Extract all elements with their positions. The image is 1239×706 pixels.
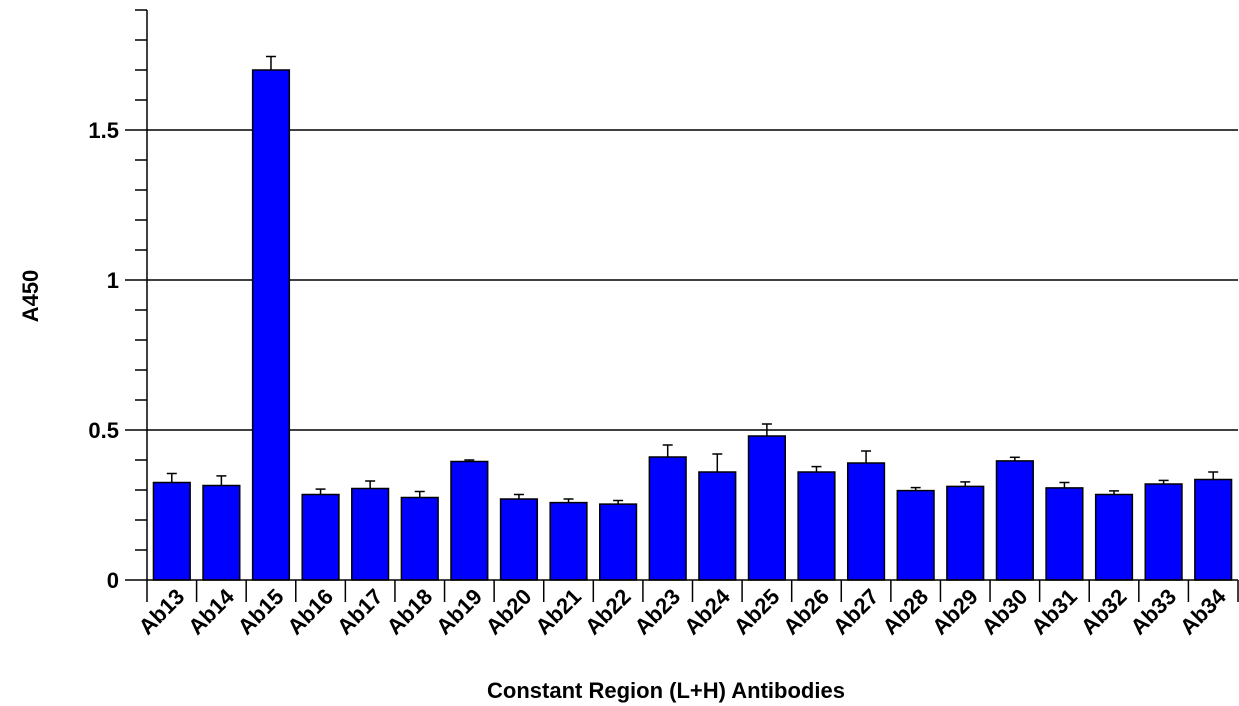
x-tick-label: Ab21 — [530, 584, 586, 640]
grid-lines — [147, 129, 1238, 431]
x-tick-label: Ab22 — [580, 584, 636, 640]
x-axis-title: Constant Region (L+H) Antibodies — [487, 678, 845, 703]
bar — [698, 471, 737, 581]
bar — [599, 503, 638, 581]
x-tick-label: Ab26 — [778, 584, 834, 640]
bar — [202, 484, 241, 581]
bar — [1144, 483, 1183, 581]
bar — [499, 498, 539, 581]
bar — [152, 481, 191, 581]
bar — [1045, 487, 1084, 581]
bar — [946, 485, 985, 581]
y-tick-label: 1.5 — [88, 118, 119, 143]
bar — [450, 460, 489, 581]
x-tick-label: Ab23 — [630, 584, 686, 640]
bar — [301, 493, 340, 581]
x-tick-label: Ab15 — [233, 584, 289, 640]
bar — [846, 462, 886, 581]
bar — [1094, 493, 1134, 581]
bar — [351, 487, 390, 581]
y-tick-label: 0 — [107, 568, 119, 593]
x-tick-label: Ab20 — [481, 584, 537, 640]
bar — [400, 496, 439, 581]
y-tick-label: 1 — [107, 268, 119, 293]
x-tick-label: Ab28 — [877, 584, 933, 640]
x-tick-label: Ab27 — [828, 584, 884, 640]
x-tick-label: Ab17 — [332, 584, 388, 640]
bar — [251, 69, 291, 581]
bar — [896, 489, 935, 581]
x-tick-label: Ab25 — [729, 584, 785, 640]
x-tick-label: Ab31 — [1026, 584, 1082, 640]
y-tick-label: 0.5 — [88, 418, 119, 443]
bar — [995, 460, 1034, 581]
x-tick-label: Ab24 — [679, 583, 735, 639]
bar — [549, 501, 588, 581]
x-tick-label: Ab18 — [382, 584, 438, 640]
x-tick-label: Ab16 — [282, 584, 338, 640]
bars — [152, 55, 1233, 581]
x-tick-label: Ab14 — [183, 583, 239, 639]
axes — [125, 9, 1239, 602]
x-tick-label: Ab34 — [1175, 583, 1231, 639]
bar — [1194, 478, 1233, 581]
x-tick-label: Ab30 — [977, 584, 1033, 640]
bar — [747, 435, 786, 581]
y-axis-title: A450 — [18, 270, 43, 323]
x-tick-label: Ab29 — [927, 584, 983, 640]
x-tick-label: Ab33 — [1125, 584, 1181, 640]
x-tick-label: Ab13 — [134, 584, 190, 640]
bar — [648, 456, 687, 581]
bar — [797, 471, 836, 581]
x-tick-label: Ab32 — [1076, 584, 1132, 640]
x-tick-label: Ab19 — [431, 584, 487, 640]
